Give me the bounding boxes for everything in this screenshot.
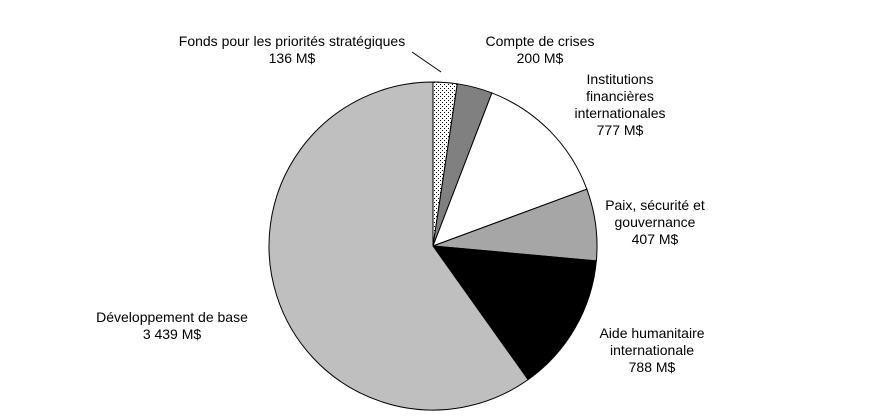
slice-label-line: Aide humanitaire xyxy=(599,325,704,341)
slice-label-line: Fonds pour les priorités stratégiques xyxy=(179,33,405,49)
slice-label-line: Institutions xyxy=(587,71,654,87)
slice-label-aide-humanitaire-internationale: Aide humanitaire internationale 788 M$ xyxy=(599,325,704,375)
slice-label-line: internationale xyxy=(610,342,694,358)
slice-label-line: 788 M$ xyxy=(629,359,676,375)
slice-label-developpement-de-base: Développement de base 3 439 M$ xyxy=(96,309,248,342)
leader-lines xyxy=(411,51,442,73)
pie-slice-aide-humanitaire-internationale xyxy=(431,245,597,381)
pie-slice-institutions-financieres-internationales xyxy=(432,92,588,247)
slice-label-line: 136 M$ xyxy=(269,50,316,66)
slice-label-line: 407 M$ xyxy=(632,231,679,247)
slice-label-line: Paix, sécurité et xyxy=(605,197,705,213)
slice-label-institutions-financieres-internationales: Institutions financières internationales 77… xyxy=(574,71,665,138)
slice-label-line: 3 439 M$ xyxy=(143,326,202,342)
slice-label-line: Développement de base xyxy=(96,309,248,325)
slice-label-line: internationales xyxy=(574,105,665,121)
pie-slice-developpement-de-base xyxy=(268,81,529,411)
slice-label-line: gouvernance xyxy=(615,214,696,230)
slice-label-line: financières xyxy=(586,88,654,104)
pie-slices xyxy=(268,81,598,411)
slice-label-line: 200 M$ xyxy=(517,50,564,66)
leader-line-fonds-priorites xyxy=(411,51,442,73)
slice-label-compte-de-crises: Compte de crises 200 M$ xyxy=(486,33,595,66)
slice-label-fonds-pour-les-priorites-strategiques: Fonds pour les priorités stratégiques 136… xyxy=(179,33,405,66)
slice-labels: Fonds pour les priorités stratégiques 136… xyxy=(96,33,705,375)
slice-label-paix-securite-et-gouvernance: Paix, sécurité et gouvernance 407 M$ xyxy=(605,197,705,247)
slice-label-line: Compte de crises xyxy=(486,33,595,49)
slice-label-line: 777 M$ xyxy=(597,122,644,138)
